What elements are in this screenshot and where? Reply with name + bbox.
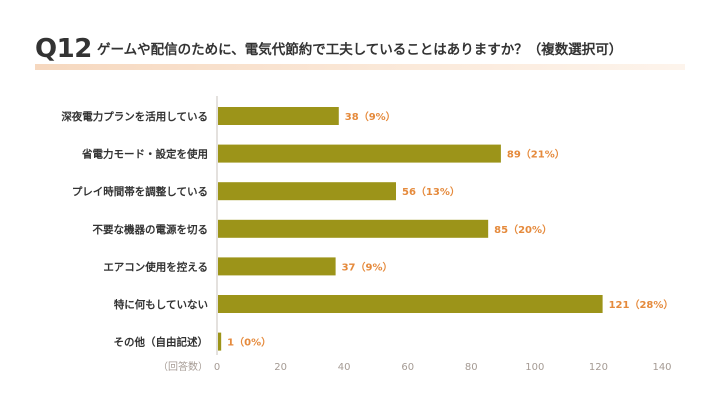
value-label-7: 1（0%） <box>227 336 271 349</box>
category-label-3: プレイ時間帯を調整している <box>72 185 208 198</box>
x-tick-label-80: 80 <box>465 362 478 373</box>
question-number: Q12 <box>35 34 92 64</box>
x-tick-label-120: 120 <box>589 362 608 373</box>
x-axis-unit-label: （回答数） <box>158 360 208 373</box>
bar-6 <box>218 295 603 313</box>
value-label-4: 85（20%） <box>494 223 552 236</box>
x-tick-label-140: 140 <box>652 362 671 373</box>
x-tick-label-0: 0 <box>214 362 220 373</box>
bar-4 <box>218 219 489 238</box>
x-tick-label-20: 20 <box>274 362 287 373</box>
value-label-5: 37（9%） <box>342 260 393 273</box>
x-tick-label-40: 40 <box>338 362 351 373</box>
value-label-1: 38（9%） <box>345 110 396 123</box>
category-label-4: 不要な機器の電源を切る <box>93 223 209 236</box>
category-label-1: 深夜電力プランを活用している <box>61 110 208 123</box>
bar-2 <box>218 144 501 163</box>
bar-3 <box>218 182 396 201</box>
chart-header: Q12 ゲームや配信のために、電気代節約で工夫していることはありますか？（複数選… <box>35 34 685 70</box>
chart-title: ゲームや配信のために、電気代節約で工夫していることはありますか？（複数選択可） <box>97 42 623 58</box>
category-label-5: エアコン使用を控える <box>103 260 208 273</box>
value-label-3: 56（13%） <box>402 185 460 198</box>
bar-5 <box>218 257 336 276</box>
header-underline-band <box>35 64 685 70</box>
bar-7 <box>218 332 222 351</box>
category-label-2: 省電力モード・設定を使用 <box>81 148 208 161</box>
category-label-7: その他（自由記述） <box>114 336 209 349</box>
category-label-6: 特に何もしていない <box>114 298 208 311</box>
value-label-2: 89（21%） <box>507 148 565 161</box>
bar-1 <box>218 107 339 125</box>
x-tick-label-100: 100 <box>525 362 544 373</box>
value-label-6: 121（28%） <box>609 298 674 311</box>
x-tick-label-60: 60 <box>401 362 414 373</box>
